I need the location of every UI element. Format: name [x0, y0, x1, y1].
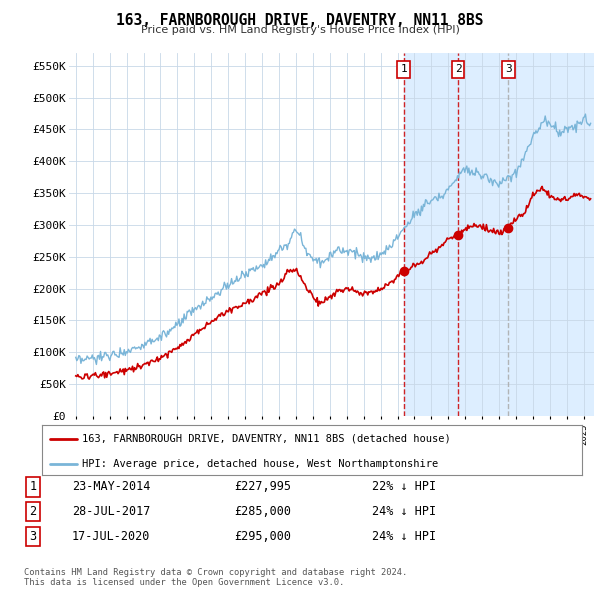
Text: £285,000: £285,000 — [234, 505, 291, 518]
Text: Contains HM Land Registry data © Crown copyright and database right 2024.
This d: Contains HM Land Registry data © Crown c… — [24, 568, 407, 587]
Text: 163, FARNBOROUGH DRIVE, DAVENTRY, NN11 8BS (detached house): 163, FARNBOROUGH DRIVE, DAVENTRY, NN11 8… — [83, 434, 451, 444]
Text: 28-JUL-2017: 28-JUL-2017 — [72, 505, 151, 518]
Text: 3: 3 — [505, 64, 512, 74]
Text: Price paid vs. HM Land Registry's House Price Index (HPI): Price paid vs. HM Land Registry's House … — [140, 25, 460, 35]
Text: 17-JUL-2020: 17-JUL-2020 — [72, 530, 151, 543]
Text: 1: 1 — [29, 480, 37, 493]
Text: 3: 3 — [29, 530, 37, 543]
Text: 24% ↓ HPI: 24% ↓ HPI — [372, 505, 436, 518]
Text: 2: 2 — [455, 64, 461, 74]
Text: 23-MAY-2014: 23-MAY-2014 — [72, 480, 151, 493]
Text: £295,000: £295,000 — [234, 530, 291, 543]
Text: 2: 2 — [29, 505, 37, 518]
Text: 1: 1 — [401, 64, 407, 74]
Text: 163, FARNBOROUGH DRIVE, DAVENTRY, NN11 8BS: 163, FARNBOROUGH DRIVE, DAVENTRY, NN11 8… — [116, 13, 484, 28]
Bar — [404, 53, 594, 416]
Text: HPI: Average price, detached house, West Northamptonshire: HPI: Average price, detached house, West… — [83, 459, 439, 469]
Text: 24% ↓ HPI: 24% ↓ HPI — [372, 530, 436, 543]
Text: £227,995: £227,995 — [234, 480, 291, 493]
Text: 22% ↓ HPI: 22% ↓ HPI — [372, 480, 436, 493]
